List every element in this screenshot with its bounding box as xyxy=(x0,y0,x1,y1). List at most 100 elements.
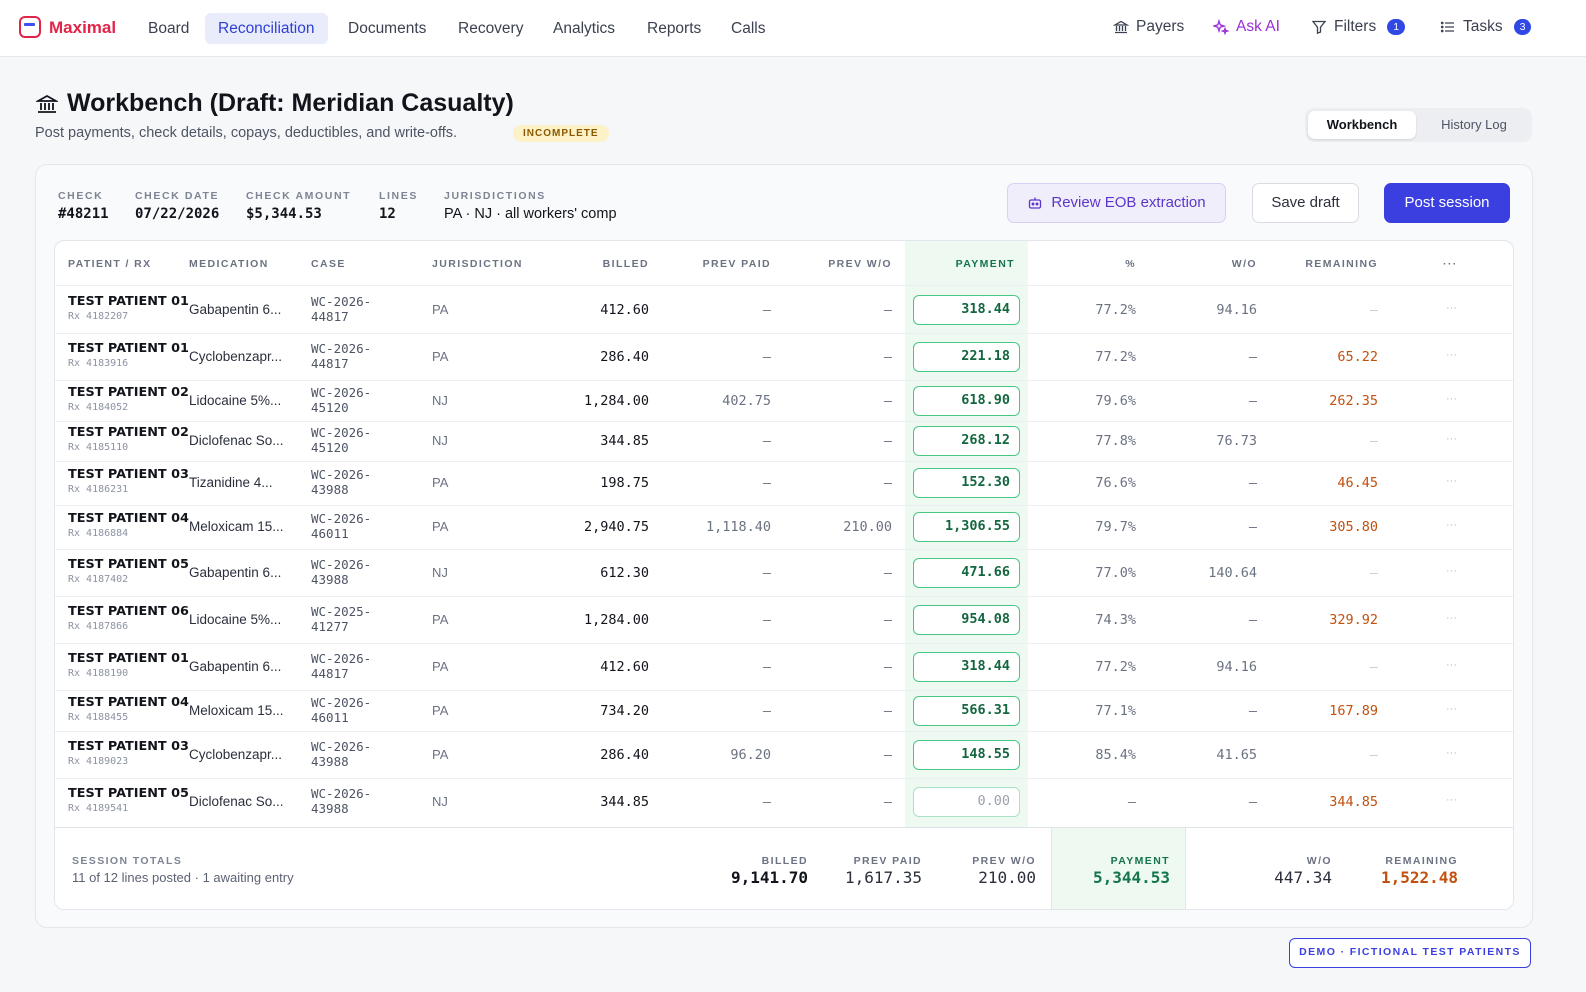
filters-count-badge: 1 xyxy=(1387,19,1406,35)
app-name[interactable]: Maximal xyxy=(49,18,117,37)
payment-input[interactable]: 318.44 xyxy=(913,651,1020,682)
row-menu-icon[interactable]: ··· xyxy=(1446,658,1457,671)
col-more[interactable]: ··· xyxy=(1443,258,1458,270)
case-number-line2: 41277 xyxy=(311,618,349,634)
nav-board[interactable]: Board xyxy=(148,20,190,37)
payment-input[interactable]: 471.66 xyxy=(913,557,1020,588)
jurisdictions-label: JURISDICTIONS xyxy=(444,190,546,202)
rx-number: Rx 4188455 xyxy=(68,711,129,723)
nav-calls[interactable]: Calls xyxy=(731,20,766,37)
row-divider xyxy=(55,731,1513,732)
jurisdiction: PA xyxy=(432,611,449,627)
payment-input[interactable]: 152.30 xyxy=(913,468,1020,498)
payment-input[interactable]: 954.08 xyxy=(913,604,1020,635)
row-divider xyxy=(55,778,1513,779)
payment-input[interactable]: 318.44 xyxy=(913,294,1020,325)
ask-ai-button[interactable]: Ask AI xyxy=(1213,18,1280,36)
case-number-line2: 43988 xyxy=(311,753,349,769)
nav-reports[interactable]: Reports xyxy=(647,20,702,37)
row-menu-icon[interactable]: ··· xyxy=(1446,746,1457,759)
robot-icon xyxy=(1029,197,1042,209)
post-session-button[interactable]: Post session xyxy=(1384,183,1510,223)
payment-input[interactable]: 618.90 xyxy=(913,385,1020,416)
row-menu-icon[interactable]: ··· xyxy=(1446,611,1457,624)
row-divider xyxy=(55,505,1513,506)
billed: 412.60 xyxy=(600,658,649,675)
jurisdiction: PA xyxy=(432,475,449,490)
jurisdictions-value: PA · NJ · all workers' comp xyxy=(444,206,617,222)
row-menu-icon[interactable]: ··· xyxy=(1446,301,1457,314)
write-off: 41.65 xyxy=(1216,746,1257,763)
page-title: Workbench (Draft: Meridian Casualty) xyxy=(67,89,514,117)
rx-number: Rx 4183916 xyxy=(68,357,129,369)
write-off: — xyxy=(1248,475,1257,491)
medication: Gabapentin 6... xyxy=(189,564,282,580)
billed: 344.85 xyxy=(600,433,649,449)
payment-input[interactable]: 268.12 xyxy=(913,426,1020,456)
save-draft-button[interactable]: Save draft xyxy=(1252,183,1359,223)
rx-number: Rx 4186884 xyxy=(68,528,129,539)
write-off: — xyxy=(1248,519,1257,535)
case-number-line1: WC-2026- xyxy=(311,425,372,440)
nav-recovery[interactable]: Recovery xyxy=(458,20,524,37)
row-menu-icon[interactable]: ··· xyxy=(1446,702,1457,715)
jurisdiction: PA xyxy=(432,658,449,674)
lines-label: LINES xyxy=(379,190,418,202)
total-billed-label: BILLED xyxy=(761,855,808,867)
tasks-button[interactable]: Tasks 3 xyxy=(1440,18,1532,36)
payment-input[interactable]: 1,306.55 xyxy=(913,512,1020,542)
row-menu-icon[interactable]: ··· xyxy=(1446,348,1457,361)
top-nav: Maximal Board Reconciliation Documents R… xyxy=(0,0,1586,57)
rx-number: Rx 4186231 xyxy=(68,484,129,495)
prev-paid: — xyxy=(762,564,771,581)
nav-documents[interactable]: Documents xyxy=(348,20,427,37)
totals-payment-highlight xyxy=(1051,828,1186,909)
row-menu-icon[interactable]: ··· xyxy=(1446,392,1457,405)
patient-name: TEST PATIENT 01 xyxy=(68,293,189,309)
filters-label: Filters xyxy=(1334,18,1377,35)
reconciliation-table: PATIENT / RX MEDICATION CASE JURISDICTIO… xyxy=(54,240,1514,910)
col-wo: W/O xyxy=(1231,258,1257,270)
remaining: — xyxy=(1369,433,1378,449)
filters-button[interactable]: Filters 1 xyxy=(1311,18,1406,36)
nav-reconciliation[interactable]: Reconciliation xyxy=(205,13,328,44)
write-off: — xyxy=(1248,611,1257,628)
write-off: — xyxy=(1248,392,1257,409)
payers-label: Payers xyxy=(1136,18,1185,35)
write-off: — xyxy=(1248,794,1257,810)
tab-history-log[interactable]: History Log xyxy=(1441,117,1507,132)
jurisdiction: NJ xyxy=(432,392,448,408)
payment-input[interactable]: 0.00 xyxy=(913,787,1020,817)
percent-paid: 77.8% xyxy=(1095,433,1136,449)
check-label: CHECK xyxy=(58,190,104,202)
totals-note: 11 of 12 lines posted · 1 awaiting entry xyxy=(72,870,294,885)
payment-input[interactable]: 221.18 xyxy=(913,341,1020,372)
prev-wo: 210.00 xyxy=(843,519,892,535)
jurisdiction: PA xyxy=(432,301,449,317)
case-number-line2: 46011 xyxy=(311,709,349,725)
status-badge: INCOMPLETE xyxy=(513,125,609,142)
review-eob-label: Review EOB extraction xyxy=(1051,194,1206,211)
case-number-line2: 46011 xyxy=(311,526,349,541)
review-eob-button[interactable]: Review EOB extraction xyxy=(1007,183,1226,223)
case-number-line1: WC-2026- xyxy=(311,340,372,356)
tab-workbench[interactable]: Workbench xyxy=(1308,111,1416,139)
medication: Cyclobenzapr... xyxy=(189,746,283,762)
remaining: 344.85 xyxy=(1329,794,1378,810)
percent-paid: 79.7% xyxy=(1095,519,1136,535)
nav-analytics[interactable]: Analytics xyxy=(553,20,616,37)
row-menu-icon[interactable]: ··· xyxy=(1446,433,1457,445)
check-amount: CHECK AMOUNT $5,344.53 xyxy=(246,190,351,222)
row-menu-icon[interactable]: ··· xyxy=(1446,475,1457,487)
row-divider xyxy=(55,690,1513,691)
remaining: 262.35 xyxy=(1329,392,1378,409)
row-menu-icon[interactable]: ··· xyxy=(1446,519,1457,531)
payment-input[interactable]: 148.55 xyxy=(913,739,1020,770)
prev-wo: — xyxy=(883,611,892,628)
payers-button[interactable]: Payers xyxy=(1113,18,1184,36)
payment-input[interactable]: 566.31 xyxy=(913,695,1020,726)
row-menu-icon[interactable]: ··· xyxy=(1446,794,1457,806)
case-number-line2: 43988 xyxy=(311,482,349,497)
row-menu-icon[interactable]: ··· xyxy=(1446,564,1457,577)
medication: Meloxicam 15... xyxy=(189,519,284,534)
